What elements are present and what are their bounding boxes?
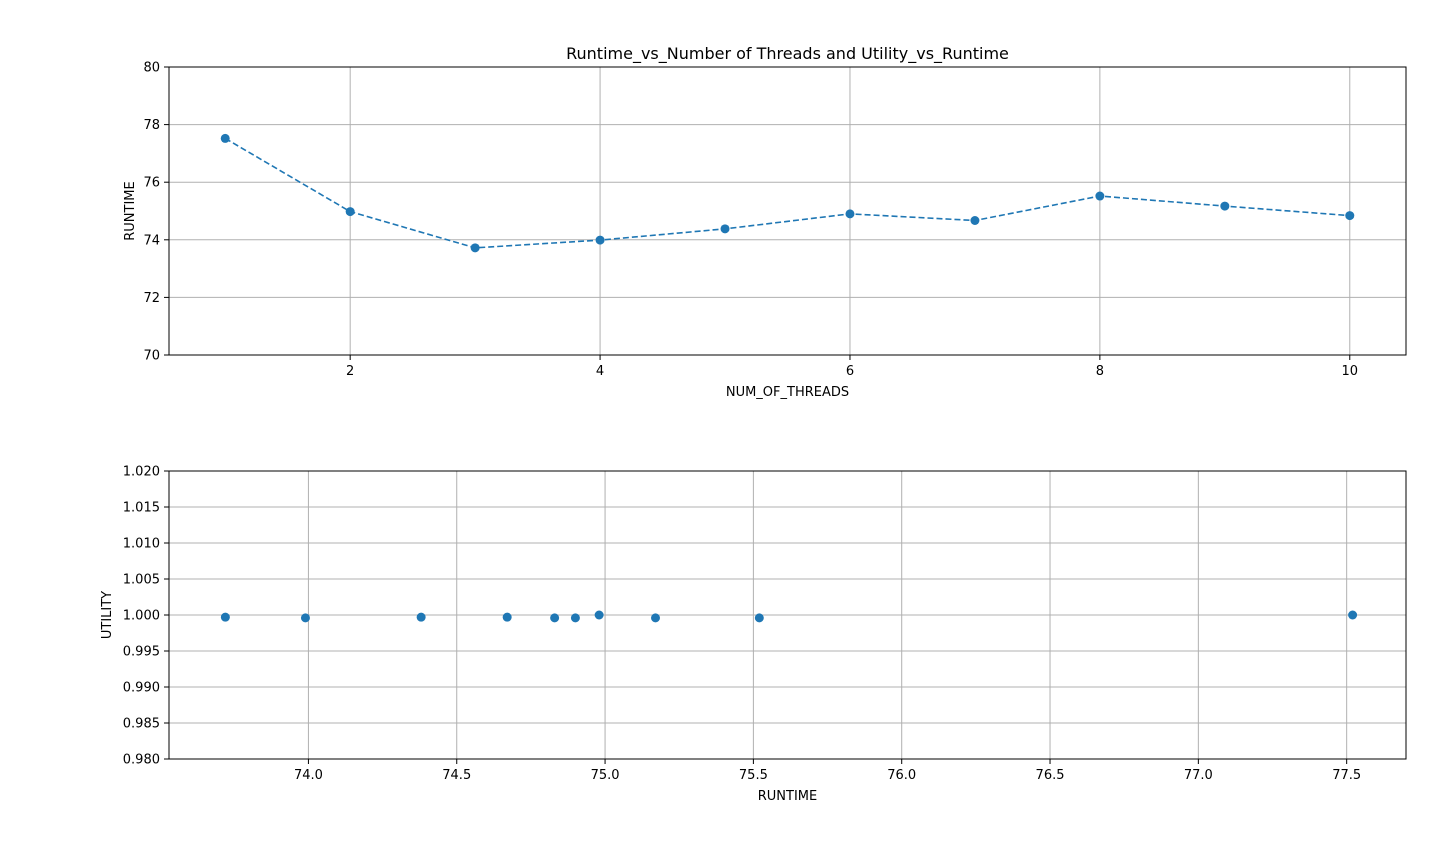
x-tick-label: 74.5: [442, 768, 471, 783]
y-tick-label: 1.005: [123, 573, 160, 588]
y-tick-label: 76: [143, 176, 160, 191]
data-point: [300, 613, 310, 623]
data-point: [345, 207, 355, 217]
data-point: [220, 133, 230, 143]
data-point: [550, 613, 560, 623]
y-tick-label: 1.020: [123, 465, 160, 480]
y-axis-label: UTILITY: [100, 591, 115, 639]
y-tick-label: 1.010: [123, 537, 160, 552]
x-tick-label: 75.0: [591, 768, 620, 783]
data-point: [1348, 610, 1358, 620]
chart-panel-2: 74.0 74.5 75.0 75.5 76.0 76.5 77.0 77.5 0.980 0.9…: [100, 465, 1407, 804]
y-tick-label: 80: [143, 61, 160, 76]
data-point: [1095, 191, 1105, 201]
data-point: [754, 613, 764, 623]
y-tick-label: 1.015: [123, 501, 160, 516]
x-tick-label: 76.5: [1036, 768, 1065, 783]
y-tick-label: 1.000: [123, 609, 160, 624]
data-point: [594, 610, 604, 620]
x-axis-label: RUNTIME: [758, 789, 817, 804]
plot-frame: [168, 470, 1407, 760]
data-point: [470, 243, 480, 253]
x-tick-label: 2: [346, 364, 354, 379]
plot-frame: [168, 66, 1407, 356]
x-tick-label: 77.0: [1184, 768, 1213, 783]
x-axis-label: NUM_OF_THREADS: [726, 385, 849, 400]
y-tick-label: 0.980: [123, 753, 160, 768]
chart-title: Runtime_vs_Number of Threads and Utility…: [566, 44, 1009, 64]
y-tick-label: 70: [143, 349, 160, 364]
x-tick-label: 10: [1341, 364, 1358, 379]
data-point: [570, 613, 580, 623]
data-point: [416, 612, 426, 622]
x-tick-label: 6: [846, 364, 854, 379]
x-tick-label: 74.0: [294, 768, 323, 783]
x-tick-label: 77.5: [1332, 768, 1361, 783]
y-tick-label: 0.990: [123, 681, 160, 696]
data-point: [970, 216, 980, 226]
data-point: [502, 612, 512, 622]
x-tick-label: 8: [1096, 364, 1104, 379]
data-point: [650, 613, 660, 623]
y-axis-label: RUNTIME: [123, 181, 138, 240]
y-tick-label: 78: [143, 118, 160, 133]
y-tick-label: 0.985: [123, 717, 160, 732]
chart-panel-1: 2 4 6 8 10 70 72 74 76 78 80 NUM_OF_THREADS RUNTIME R…: [123, 44, 1407, 400]
y-tick-label: 72: [143, 291, 160, 306]
data-point: [595, 235, 605, 245]
data-point: [1345, 211, 1355, 221]
y-tick-label: 0.995: [123, 645, 160, 660]
series-line: [224, 137, 1350, 249]
data-point: [720, 224, 730, 234]
data-point: [220, 612, 230, 622]
x-tick-label: 76.0: [887, 768, 916, 783]
data-point: [1220, 201, 1230, 211]
data-point: [845, 209, 855, 219]
y-tick-label: 74: [143, 233, 160, 248]
x-tick-label: 4: [596, 364, 604, 379]
x-tick-label: 75.5: [739, 768, 768, 783]
